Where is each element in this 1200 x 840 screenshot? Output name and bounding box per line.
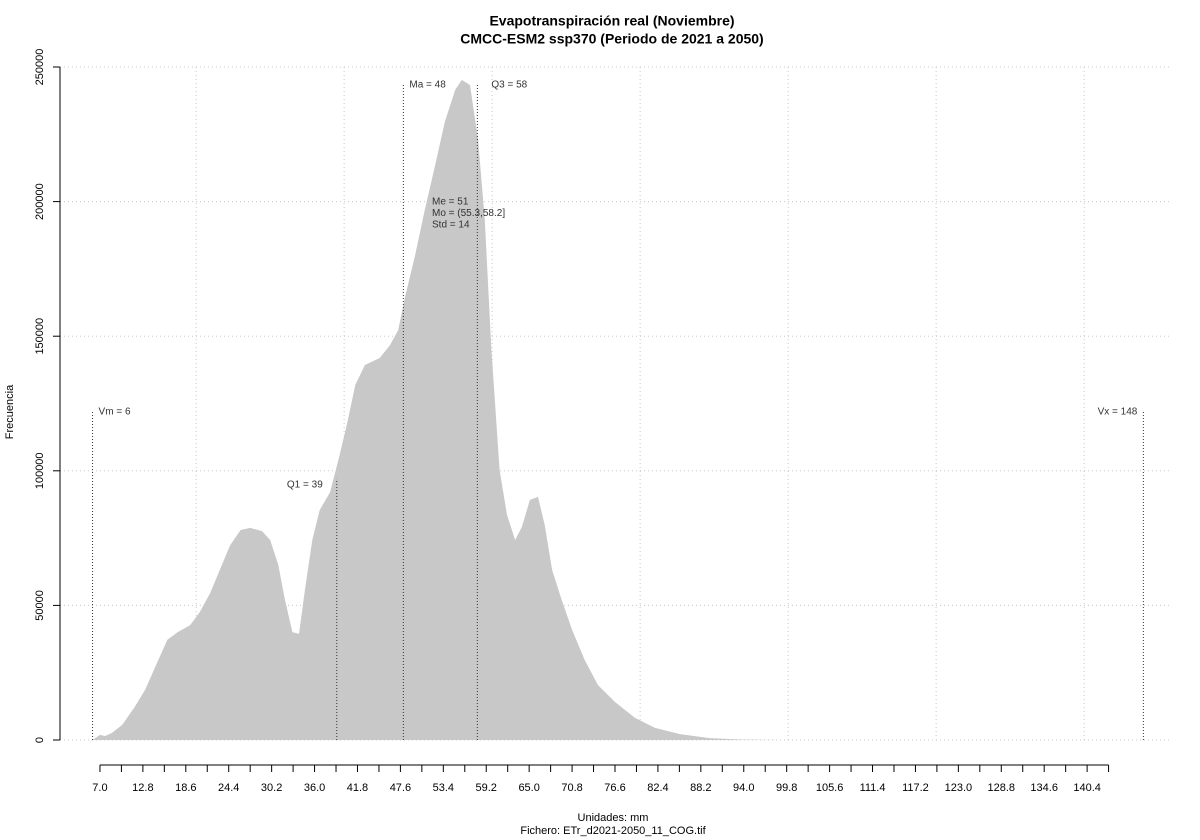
- density-area: [92, 79, 1144, 740]
- y-axis-label: Frecuencia: [4, 384, 16, 439]
- x-tick-label: 65.0: [518, 782, 539, 794]
- x-tick-label: 24.4: [218, 782, 239, 794]
- x-tick-label: 53.4: [433, 782, 454, 794]
- x-tick-label: 30.2: [261, 782, 282, 794]
- y-tick-label: 0: [34, 737, 46, 743]
- stat-text: Std = 14: [432, 220, 470, 231]
- chart-subtitle: CMCC-ESM2 ssp370 (Periodo de 2021 a 2050…: [460, 31, 763, 47]
- x-tick-label: 36.0: [304, 782, 325, 794]
- x-tick-label: 12.8: [132, 782, 153, 794]
- x-tick-label: 140.4: [1073, 782, 1101, 794]
- x-tick-label: 59.2: [476, 782, 497, 794]
- stat-label: Q1 = 39: [287, 480, 323, 491]
- stat-text: Me = 51: [432, 197, 469, 208]
- x-tick-label: 117.2: [902, 782, 929, 794]
- y-tick-label: 250000: [34, 49, 46, 86]
- x-tick-label: 94.0: [733, 782, 754, 794]
- x-tick-label: 123.0: [945, 782, 973, 794]
- x-tick-label: 88.2: [690, 782, 711, 794]
- x-tick-label: 7.0: [92, 782, 107, 794]
- stat-text: Mo = (55.3,58.2]: [432, 208, 505, 219]
- y-tick-label: 150000: [34, 318, 46, 355]
- x-axis-label: Unidades: mm: [578, 812, 649, 824]
- x-tick-label: 41.8: [347, 782, 368, 794]
- x-tick-label: 105.6: [816, 782, 844, 794]
- x-tick-label: 134.6: [1030, 782, 1058, 794]
- y-tick-label: 50000: [34, 590, 46, 621]
- y-tick-label: 100000: [34, 452, 46, 489]
- x-tick-label: 70.8: [561, 782, 582, 794]
- chart-title: Evapotranspiración real (Noviembre): [489, 13, 734, 29]
- x-tick-label: 128.8: [988, 782, 1016, 794]
- stat-label: Q3 = 58: [491, 80, 527, 91]
- x-tick-label: 76.6: [604, 782, 625, 794]
- y-tick-label: 200000: [34, 183, 46, 220]
- x-tick-label: 111.4: [860, 782, 886, 794]
- stat-label: Vx = 148: [1098, 406, 1138, 417]
- x-tick-label: 18.6: [175, 782, 196, 794]
- x-tick-label: 82.4: [647, 782, 668, 794]
- stat-label: Ma = 48: [409, 80, 446, 91]
- stat-label: Vm = 6: [99, 406, 131, 417]
- caption: Fichero: ETr_d2021-2050_11_COG.tif: [520, 825, 706, 837]
- x-tick-label: 47.6: [390, 782, 411, 794]
- x-tick-label: 99.8: [776, 782, 797, 794]
